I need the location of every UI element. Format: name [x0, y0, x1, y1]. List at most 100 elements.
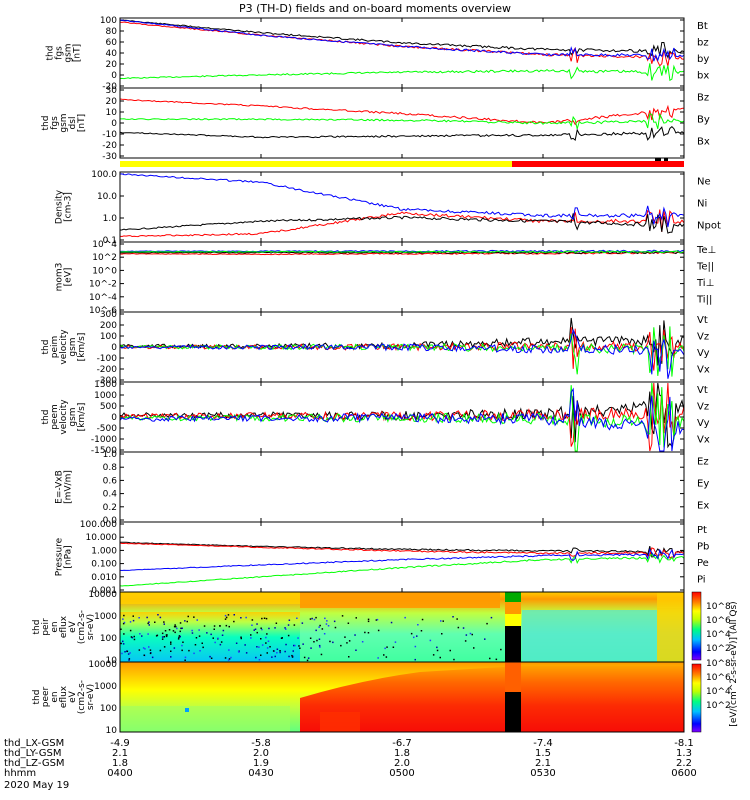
ion-spectrogram-pixel: [364, 631, 366, 634]
ion-spectrogram-pixel: [133, 638, 136, 641]
series-line-Pt: [120, 541, 685, 560]
x-row-label: thd_LX-GSM: [4, 738, 64, 749]
ion-spectrogram-pixel: [149, 649, 152, 651]
x-tick-label: 0400: [107, 768, 132, 779]
ion-spectrogram-pixel: [457, 626, 460, 629]
ion-spectrogram-pixel: [186, 620, 188, 623]
ion-spectrogram-pixel: [148, 624, 150, 626]
ion-spectrogram-pixel: [320, 653, 323, 656]
ion-spectrogram-pixel: [132, 615, 134, 617]
y-axis-label: eflux: [59, 685, 69, 708]
ion-spectrogram-pixel: [170, 656, 172, 658]
ion-spectrogram-pixel: [165, 635, 168, 638]
y-tick-label: 10^-6: [89, 306, 117, 316]
ion-spectrogram-pixel: [255, 656, 257, 659]
ion-spectrogram-pixel: [449, 649, 451, 652]
ion-spectrogram-pixel: [367, 620, 370, 623]
y-axis-label: gsm: [59, 113, 69, 132]
colorbar-tick-label: 10^2: [706, 701, 731, 711]
ion-spectrogram-pixel: [279, 651, 281, 654]
ion-spectrogram-pixel: [163, 646, 166, 648]
ion-spectrogram-pixel: [484, 638, 486, 640]
ion-spectrogram-pixel: [260, 654, 262, 656]
ion-spectrogram-pixel: [272, 650, 275, 652]
ion-spectrogram-pixel: [170, 650, 172, 652]
ion-spectrogram-pixel: [285, 643, 287, 646]
ion-data-gap: [505, 592, 521, 602]
y-axis-label: thd: [46, 46, 56, 61]
ion-spectrogram-band: [300, 592, 500, 608]
x-tick-label: -8.1: [674, 738, 694, 749]
y-tick-label: 30: [106, 86, 118, 96]
ion-spectrogram-pixel: [287, 624, 290, 626]
y-axis-label: [eV]: [64, 268, 74, 287]
ion-spectrogram-pixel: [178, 636, 180, 639]
y-tick-label: -20: [102, 141, 117, 151]
ion-spectrogram-pixel: [413, 636, 415, 639]
ion-spectrogram-pixel: [179, 622, 182, 624]
x-tick-label: -6.7: [392, 738, 412, 749]
ion-spectrogram-pixel: [377, 657, 379, 659]
ion-spectrogram-late: [522, 610, 657, 662]
y-axis-label: fgs: [55, 46, 65, 60]
series-line-bx: [119, 19, 685, 62]
ion-spectrogram-pixel: [238, 651, 240, 653]
ion-spectrogram-pixel: [441, 633, 443, 635]
y-tick-label: -1000: [91, 435, 117, 445]
ion-spectrogram-pixel: [464, 640, 467, 642]
y-axis-label: sr-eV): [86, 684, 96, 710]
ion-spectrogram-pixel: [194, 644, 197, 646]
y-axis-label: thd: [41, 116, 51, 131]
series-line-Vt: [119, 317, 685, 366]
ion-spectrogram-pixel: [309, 637, 312, 639]
y-axis-label: peir: [41, 618, 51, 636]
y-axis-label: [mV/m]: [64, 470, 74, 504]
ion-spectrogram-pixel: [224, 618, 227, 620]
y-tick-label: 0: [111, 71, 117, 81]
ion-spectrogram-pixel: [146, 616, 148, 619]
ion-spectrogram-edge: [657, 592, 684, 662]
y-tick-label: 0: [111, 413, 117, 423]
ion-spectrogram-pixel: [193, 652, 195, 655]
ion-spectrogram-pixel: [180, 627, 182, 630]
ion-spectrogram-pixel: [154, 621, 156, 623]
colorbar-tick-label: 10^6: [706, 673, 731, 683]
x-tick-label: 1.3: [676, 748, 692, 759]
ion-data-gap: [505, 602, 521, 614]
ion-spectrogram-pixel: [346, 642, 348, 644]
date-label: 2020 May 19: [4, 780, 69, 791]
y-axis-label: gsm: [68, 407, 78, 426]
ion-spectrogram-pixel: [291, 654, 293, 657]
panel-frame: [119, 451, 685, 523]
colorbar-tick-label: 10^6: [706, 616, 731, 626]
ion-spectrogram-pixel: [151, 656, 154, 659]
ion-spectrogram-pixel: [230, 656, 232, 659]
ion-spectrogram-pixel: [385, 656, 388, 658]
ion-spectrogram-pixel: [191, 632, 194, 634]
x-tick-label: -5.8: [251, 738, 271, 749]
ion-spectrogram-pixel: [341, 615, 344, 617]
legend-entry: Vt: [697, 385, 708, 396]
ion-spectrogram-pixel: [469, 632, 472, 635]
y-axis-label: peer: [41, 686, 51, 707]
ion-spectrogram-pixel: [178, 635, 181, 637]
ion-spectrogram-pixel: [220, 641, 223, 643]
ion-spectrogram-pixel: [268, 627, 270, 630]
ion-spectrogram-pixel: [219, 643, 222, 646]
ion-spectrogram-pixel: [265, 636, 267, 639]
y-tick-label: 100: [100, 634, 117, 644]
ion-spectrogram-pixel: [297, 637, 299, 639]
ion-spectrogram-pixel: [293, 644, 295, 647]
y-tick-label: -200: [97, 365, 118, 375]
ion-spectrogram-pixel: [258, 646, 260, 648]
ion-spectrogram-pixel: [123, 614, 125, 617]
series-line-Pe: [119, 553, 685, 587]
ion-spectrogram-pixel: [170, 641, 172, 643]
ion-spectrogram-pixel: [367, 618, 370, 621]
ion-spectrogram-pixel: [201, 642, 203, 644]
colorbar-tick-label: 10^4: [706, 687, 731, 697]
ion-spectrogram-pixel: [233, 620, 235, 623]
y-axis-label: dsl: [68, 117, 78, 130]
y-axis-label: [nT]: [73, 44, 83, 62]
x-tick-label: 2.0: [394, 758, 410, 769]
